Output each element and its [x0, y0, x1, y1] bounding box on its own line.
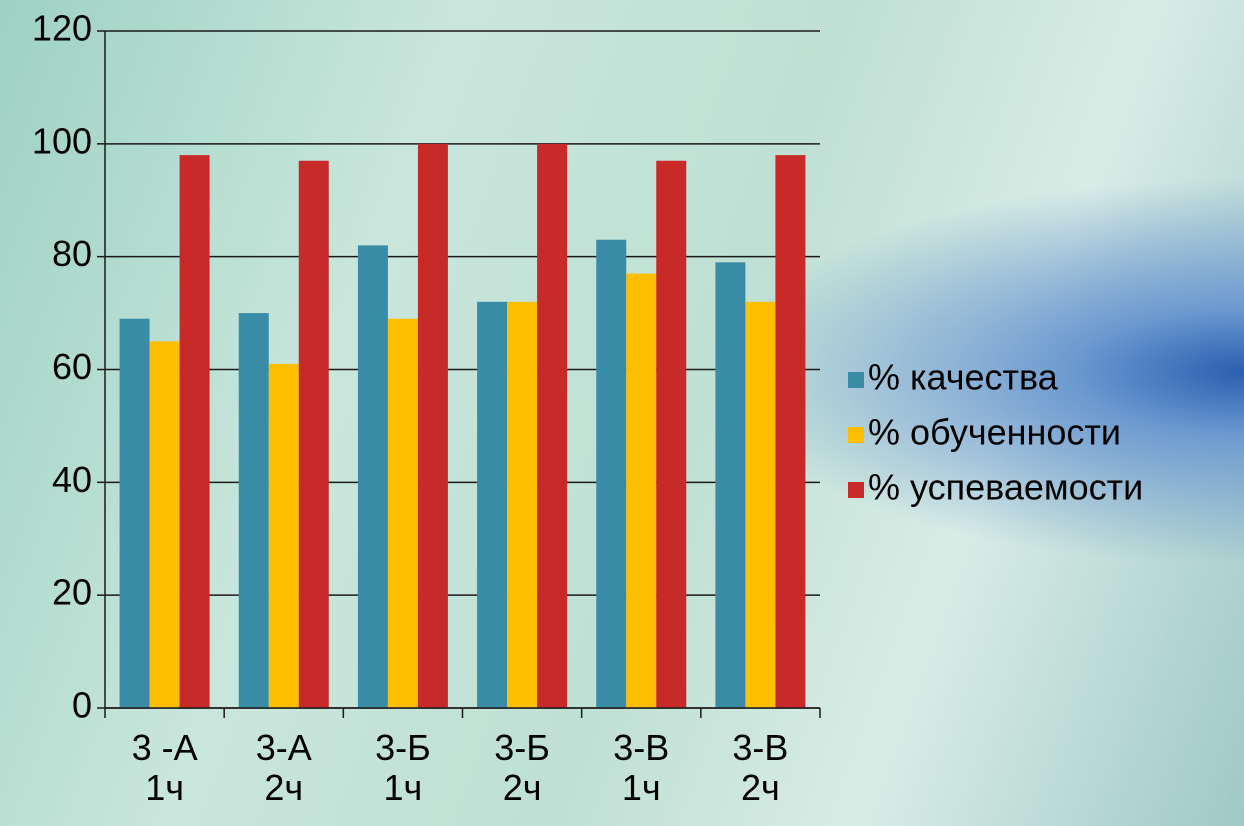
bar [626, 273, 657, 708]
x-tick-label: 3-Б 2ч [494, 727, 550, 808]
legend-swatch [848, 427, 864, 443]
y-tick-label: 40 [52, 459, 92, 500]
legend-label: % качества [868, 357, 1059, 398]
bar [357, 245, 388, 708]
bar [775, 155, 806, 708]
y-tick-label: 100 [32, 120, 92, 161]
legend-label: % обученности [868, 412, 1121, 453]
bar [477, 301, 508, 708]
bar [745, 301, 776, 708]
bar [715, 262, 746, 708]
y-tick-label: 80 [52, 233, 92, 274]
x-tick-label: 3-В 1ч [613, 727, 670, 808]
bar [268, 363, 299, 708]
bar [149, 341, 180, 708]
bar [119, 318, 150, 708]
y-tick-label: 120 [32, 8, 92, 49]
bar [656, 160, 687, 709]
bar [417, 143, 448, 709]
x-tick-label: 3-Б 1ч [375, 727, 431, 808]
bar [596, 239, 627, 708]
bar [537, 143, 568, 709]
x-tick-label: 3 -А 1ч [131, 727, 198, 808]
bar [298, 160, 329, 709]
bar [507, 301, 538, 708]
bar [238, 313, 269, 708]
legend-label: % успеваемости [868, 467, 1143, 508]
y-tick-label: 60 [52, 346, 92, 387]
x-tick-label: 3-В 2ч [732, 727, 789, 808]
legend-swatch [848, 372, 864, 388]
y-tick-label: 20 [52, 572, 92, 613]
y-tick-label: 0 [72, 685, 92, 726]
bar [179, 155, 210, 708]
bar [387, 318, 418, 708]
legend-swatch [848, 482, 864, 498]
x-tick-label: 3-А 2ч [255, 727, 312, 808]
